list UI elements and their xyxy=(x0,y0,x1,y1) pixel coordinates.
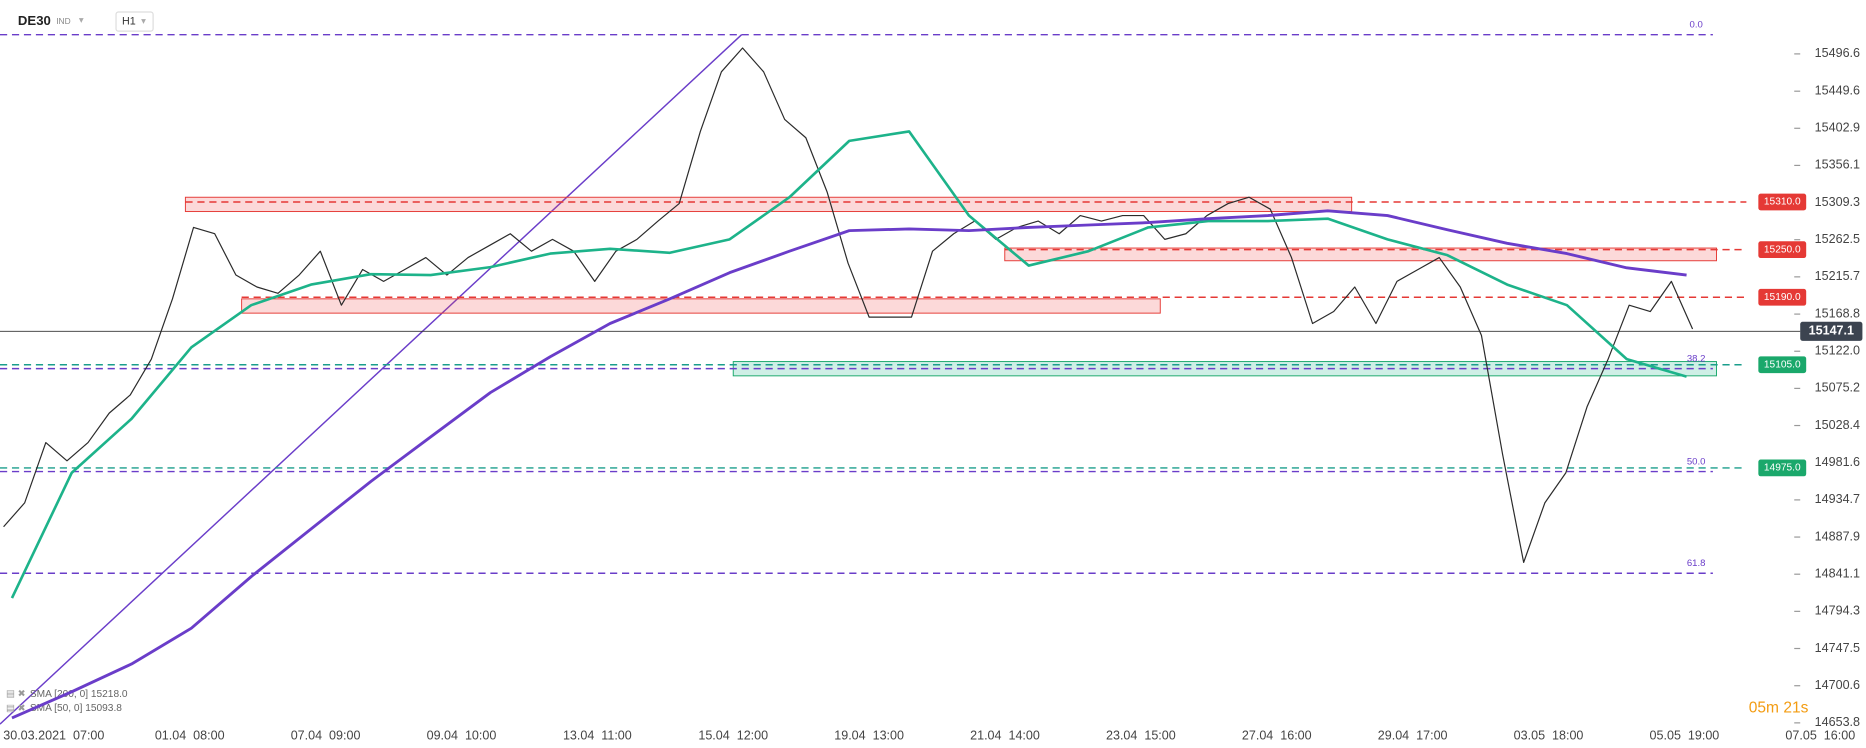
sma-line xyxy=(11,209,1687,720)
last-price-label: 15147.1 xyxy=(1809,324,1854,338)
x-tick-label: 23.04 15:00 xyxy=(1106,728,1176,742)
y-tick-label: 14700.6 xyxy=(1815,678,1860,692)
legend-icon[interactable]: ▤ ✖ xyxy=(6,689,26,700)
level-badge xyxy=(1758,241,1807,259)
legend-entry: SMA [200, 0] 15218.0 xyxy=(30,689,128,700)
countdown-timer: 05m 21s xyxy=(1749,700,1809,717)
x-tick-label: 13.04 11:00 xyxy=(563,728,632,742)
x-tick-label: 30.03.2021 07:00 xyxy=(3,728,104,742)
x-tick-label: 29.04 17:00 xyxy=(1378,728,1448,742)
dropdown-icon[interactable]: ▾ xyxy=(141,16,146,27)
y-tick-label: 14934.7 xyxy=(1815,492,1860,506)
y-tick-label: 14747.5 xyxy=(1815,641,1860,655)
y-tick-label: 14981.6 xyxy=(1815,455,1860,469)
last-price-badge xyxy=(1800,321,1863,341)
y-tick-label: 15496.6 xyxy=(1815,46,1860,60)
y-tick-label: 15122.0 xyxy=(1815,344,1860,358)
x-tick-label: 03.05 18:00 xyxy=(1514,728,1584,742)
interval: H1 xyxy=(122,15,136,27)
market: IND xyxy=(56,16,70,26)
sma-line xyxy=(10,130,1687,599)
y-tick-label: 15168.8 xyxy=(1815,306,1860,320)
level-label: 15250.0 xyxy=(1764,244,1801,255)
y-tick-label: 15262.5 xyxy=(1815,232,1860,246)
level-label: 15105.0 xyxy=(1764,359,1801,370)
y-tick-label: 15028.4 xyxy=(1815,418,1860,432)
x-tick-label: 09.04 10:00 xyxy=(427,728,497,742)
fib-label: 61.8 xyxy=(1687,558,1706,569)
price-line xyxy=(3,47,1694,563)
zone xyxy=(184,196,1353,213)
x-tick-label: 21.04 14:00 xyxy=(970,728,1040,742)
y-tick-label: 14841.1 xyxy=(1815,567,1860,581)
zone xyxy=(241,298,1161,314)
level-badge xyxy=(1758,459,1807,477)
y-tick-label: 15356.1 xyxy=(1815,158,1860,172)
x-tick-label: 07.05 16:00 xyxy=(1785,728,1855,742)
level-label: 14975.0 xyxy=(1764,463,1801,474)
y-tick-label: 15215.7 xyxy=(1815,269,1860,283)
x-tick-label: 05.05 19:00 xyxy=(1650,728,1720,742)
zone xyxy=(1004,247,1717,262)
y-tick-label: 14794.3 xyxy=(1815,604,1860,618)
fib-label: 38.2 xyxy=(1687,354,1706,365)
y-tick-label: 15402.9 xyxy=(1815,121,1860,135)
y-tick-label: 15075.2 xyxy=(1815,381,1860,395)
dropdown-icon[interactable]: ▾ xyxy=(79,15,84,26)
fib-label: 0.0 xyxy=(1689,20,1702,31)
level-badge xyxy=(1758,356,1807,374)
legend-icon[interactable]: ▤ ✖ xyxy=(6,703,26,714)
symbol: DE30 xyxy=(18,13,51,28)
level-label: 15190.0 xyxy=(1764,292,1801,303)
x-tick-label: 07.04 09:00 xyxy=(291,728,361,742)
x-tick-label: 27.04 16:00 xyxy=(1242,728,1312,742)
y-tick-label: 15449.6 xyxy=(1815,84,1860,98)
y-tick-label: 15309.3 xyxy=(1815,195,1860,209)
y-tick-label: 14887.9 xyxy=(1815,529,1860,543)
interval-select[interactable] xyxy=(115,11,154,32)
fib-label: 50.0 xyxy=(1687,457,1706,468)
x-tick-label: 15.04 12:00 xyxy=(698,728,768,742)
x-tick-label: 19.04 13:00 xyxy=(834,728,904,742)
level-label: 15310.0 xyxy=(1764,197,1801,208)
y-tick-label: 14653.8 xyxy=(1815,715,1860,729)
x-tick-label: 01.04 08:00 xyxy=(155,728,225,742)
trend-line xyxy=(0,34,743,725)
level-badge xyxy=(1758,288,1807,306)
legend-entry: SMA [50, 0] 15093.8 xyxy=(30,703,122,714)
level-badge xyxy=(1758,193,1807,211)
